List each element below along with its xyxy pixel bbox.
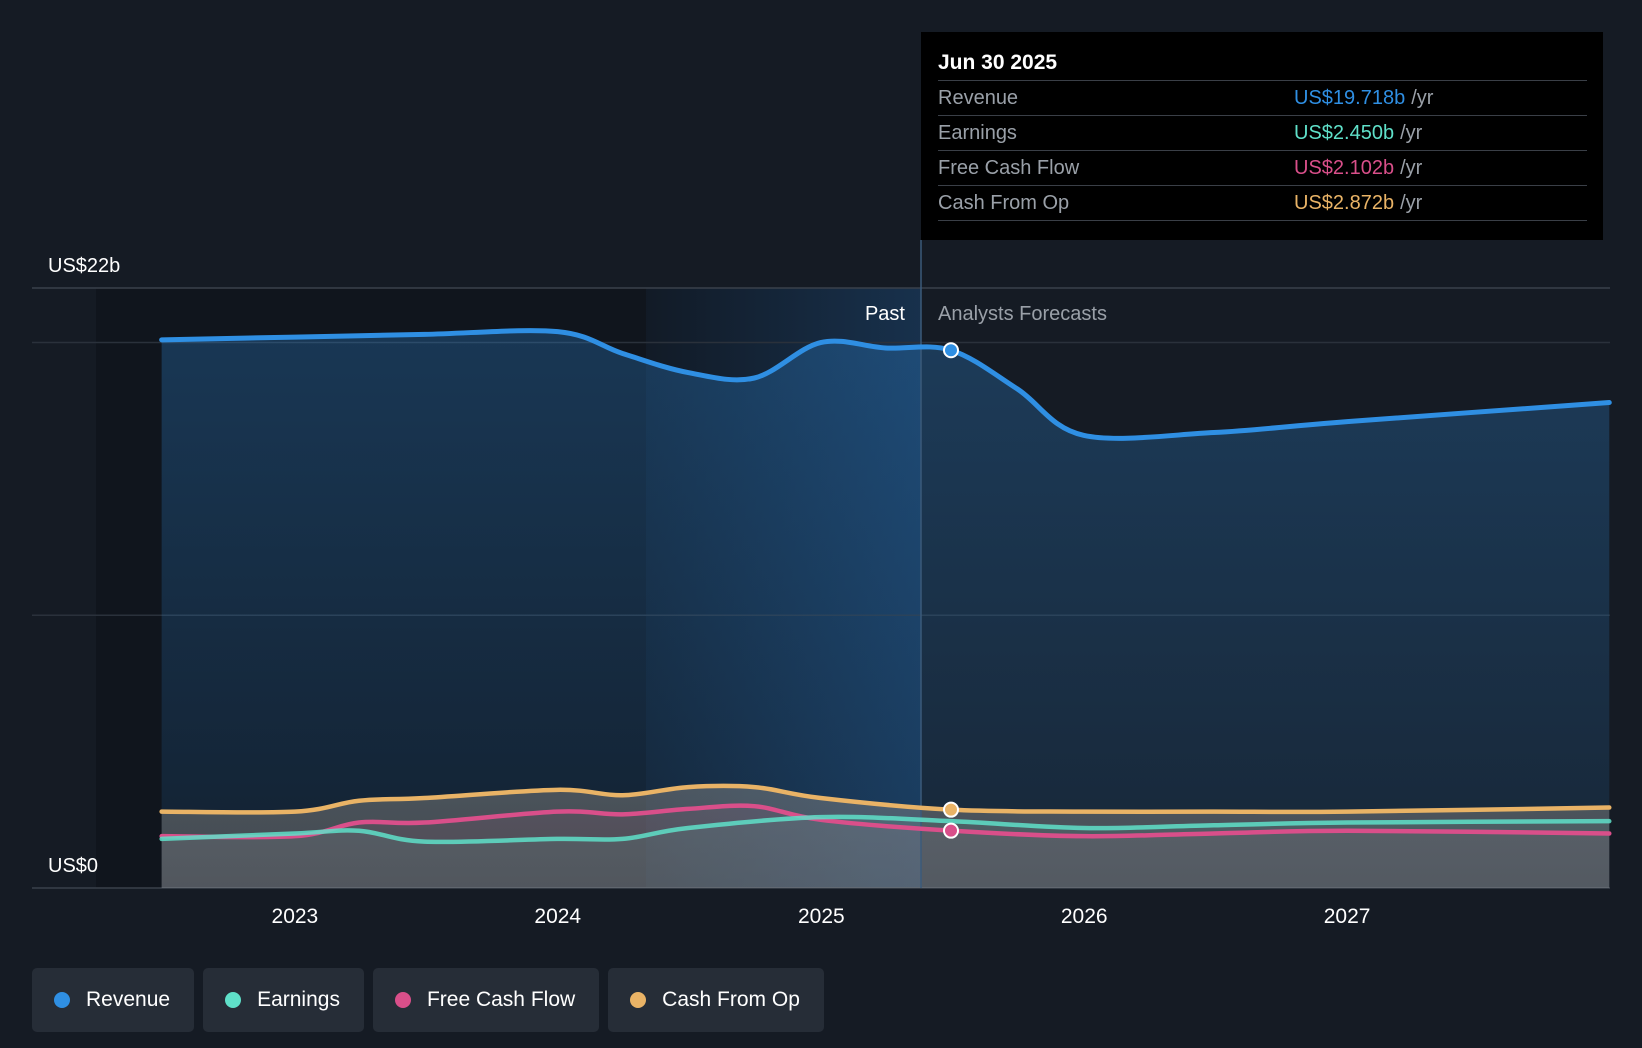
tooltip-value: US$2.450b bbox=[1294, 122, 1395, 144]
x-axis-ticks: 2023 2024 2025 2026 2027 bbox=[272, 905, 1371, 928]
tooltip-date: Jun 30 2025 bbox=[938, 46, 1587, 81]
tooltip-unit: /yr bbox=[1400, 122, 1423, 144]
marker-revenue bbox=[942, 342, 959, 359]
legend-dot-icon bbox=[54, 992, 70, 1008]
marker-cash-from-op bbox=[942, 801, 959, 818]
legend: Revenue Earnings Free Cash Flow Cash Fro… bbox=[32, 968, 824, 1032]
x-tick-label: 2026 bbox=[1061, 905, 1108, 928]
low-series-fill bbox=[161, 785, 1610, 888]
tooltip-value: US$2.872b bbox=[1294, 192, 1395, 214]
series-line-free-cash-flow bbox=[159, 803, 1612, 840]
series-line-cash-from-op bbox=[159, 783, 1612, 815]
x-tick-label: 2025 bbox=[798, 905, 845, 928]
y-axis-bottom-label: US$0 bbox=[48, 855, 98, 877]
tooltip-row-cash-from-op: Cash From Op US$2.872b /yr bbox=[938, 186, 1587, 221]
tooltip-unit: /yr bbox=[1400, 157, 1423, 179]
x-tick-label: 2023 bbox=[272, 905, 319, 928]
legend-item-revenue[interactable]: Revenue bbox=[32, 968, 195, 1032]
y-axis-top-label: US$22b bbox=[48, 255, 120, 277]
legend-label: Earnings bbox=[257, 988, 340, 1011]
series-layer bbox=[159, 328, 1612, 845]
tooltip-row-revenue: Revenue US$19.718b /yr bbox=[938, 81, 1587, 116]
forecast-label: Analysts Forecasts bbox=[938, 303, 1107, 325]
series-line-revenue bbox=[159, 328, 1612, 441]
marker-free-cash-flow bbox=[942, 822, 959, 839]
legend-item-cash-from-op[interactable]: Cash From Op bbox=[608, 968, 824, 1032]
tooltip-unit: /yr bbox=[1411, 87, 1434, 109]
tooltip-row-free-cash-flow: Free Cash Flow US$2.102b /yr bbox=[938, 151, 1587, 186]
legend-item-free-cash-flow[interactable]: Free Cash Flow bbox=[372, 968, 600, 1032]
marker-layer bbox=[942, 342, 959, 839]
series-area-revenue bbox=[161, 330, 1610, 888]
past-label: Past bbox=[865, 303, 905, 325]
legend-dot-icon bbox=[394, 992, 411, 1008]
legend-item-earnings[interactable]: Earnings bbox=[203, 968, 364, 1032]
series-line-earnings bbox=[159, 814, 1612, 845]
tooltip-unit: /yr bbox=[1400, 192, 1423, 214]
legend-label: Free Cash Flow bbox=[426, 988, 576, 1011]
tooltip-value: US$2.102b bbox=[1294, 157, 1395, 179]
x-tick-label: 2024 bbox=[534, 905, 581, 928]
legend-dot-icon bbox=[630, 992, 647, 1008]
area-layer bbox=[161, 330, 1610, 888]
legend-dot-icon bbox=[225, 992, 242, 1008]
tooltip: Jun 30 2025 Revenue US$19.718b /yr Earni… bbox=[921, 32, 1603, 240]
tooltip-label: Free Cash Flow bbox=[938, 157, 1080, 179]
tooltip-row-earnings: Earnings US$2.450b /yr bbox=[938, 116, 1587, 151]
tooltip-label: Earnings bbox=[938, 122, 1017, 144]
tooltip-value: US$19.718b bbox=[1294, 87, 1406, 109]
tooltip-label: Cash From Op bbox=[938, 192, 1070, 214]
legend-label: Revenue bbox=[86, 988, 171, 1011]
x-tick-label: 2027 bbox=[1324, 905, 1371, 928]
tooltip-label: Revenue bbox=[938, 87, 1019, 109]
legend-label: Cash From Op bbox=[662, 988, 800, 1011]
